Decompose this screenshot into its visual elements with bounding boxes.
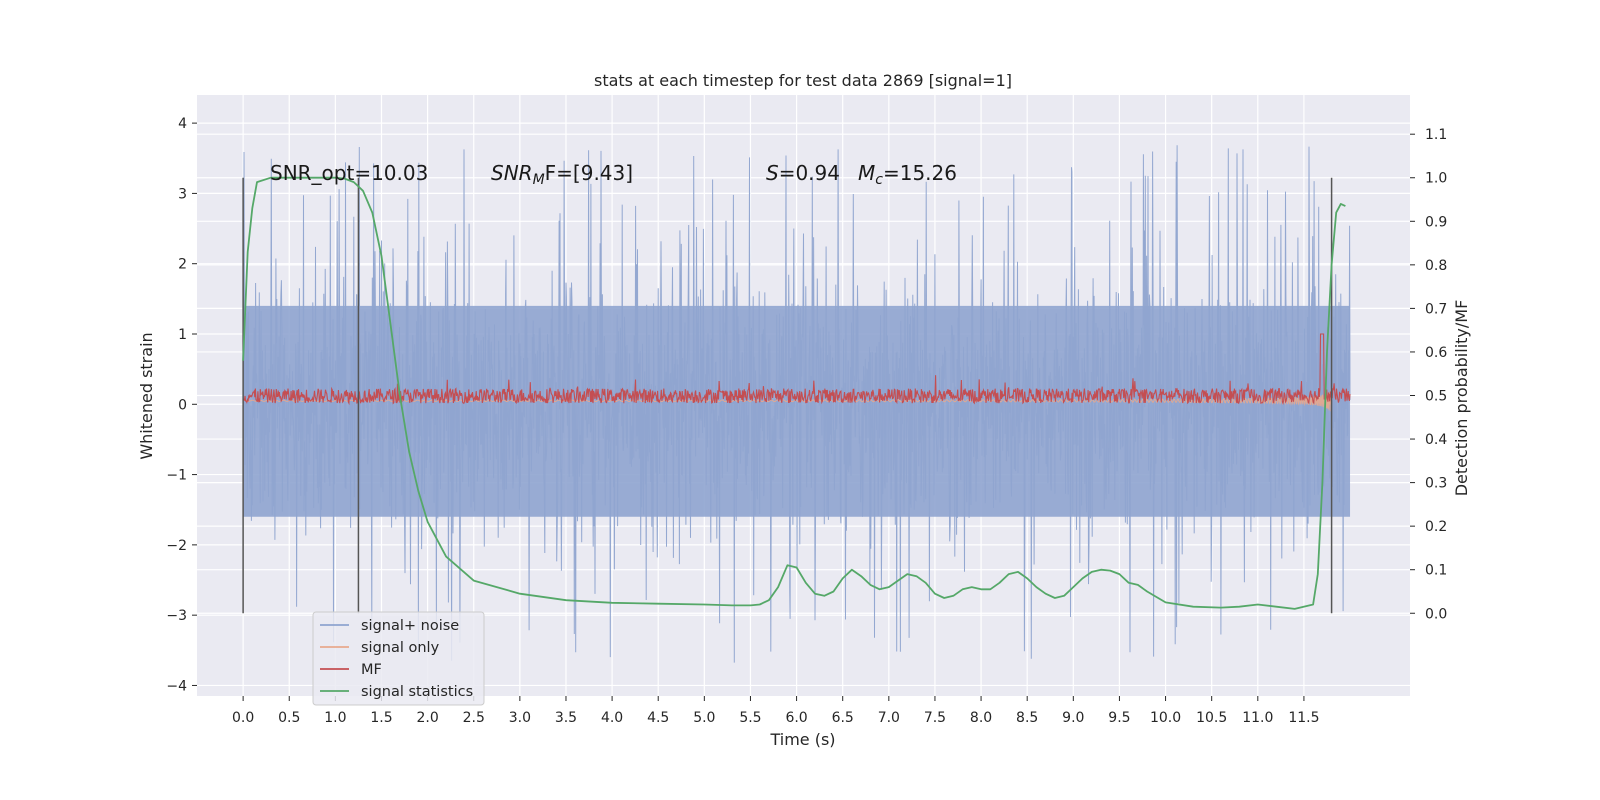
y-right-tick-label: 0.8 — [1425, 258, 1447, 274]
signal-only-series — [242, 388, 1333, 414]
y-left-tick-label: 3 — [178, 186, 187, 202]
y-right-tick-label: 0.2 — [1425, 519, 1447, 535]
signal-statistics-line — [242, 176, 1346, 610]
x-tick-label: 5.0 — [693, 710, 715, 726]
y-left-tick-label: 2 — [178, 257, 187, 273]
x-tick-label: 8.0 — [970, 710, 992, 726]
x-tick-label: 1.5 — [370, 710, 392, 726]
x-axis-label: Time (s) — [769, 730, 835, 749]
y-right-tick-label: 0.9 — [1425, 214, 1447, 230]
y-right-tick-label: 1.1 — [1425, 127, 1447, 143]
y-left-tick-label: 0 — [178, 397, 187, 413]
x-tick-label: 7.5 — [924, 710, 946, 726]
x-tick-label: 10.5 — [1196, 710, 1227, 726]
x-tick-label: 0.0 — [232, 710, 254, 726]
y-right-tick-label: 0.4 — [1425, 432, 1447, 448]
signal-only-line — [242, 388, 1333, 414]
signal-statistics-series — [242, 176, 1346, 610]
x-tick-label: 2.5 — [463, 710, 485, 726]
legend-box — [312, 611, 485, 706]
y-right-tick-label: 0.1 — [1425, 563, 1447, 579]
y-left-tick-label: −2 — [166, 538, 187, 554]
y-left-tick-label: 1 — [178, 327, 187, 343]
x-tick-label: 6.0 — [785, 710, 807, 726]
annotation-snr-mf: SNRMF=[9.43] — [491, 161, 633, 188]
legend-label-signal-statistics: signal statistics — [361, 684, 473, 700]
x-tick-label: 4.0 — [601, 710, 623, 726]
x-tick-label: 8.5 — [1016, 710, 1038, 726]
y-left-tick-label: −1 — [166, 468, 187, 484]
x-tick-label: 5.5 — [739, 710, 761, 726]
x-tick-label: 9.5 — [1108, 710, 1130, 726]
x-tick-label: 11.5 — [1288, 710, 1319, 726]
legend: signal+ noise signal only MF signal stat… — [312, 611, 485, 706]
annotations: SNR_opt=10.03 SNRMF=[9.43] S=0.94 Mc=15.… — [270, 161, 957, 188]
vertical-markers — [242, 177, 1333, 614]
x-tick-label: 6.5 — [832, 710, 854, 726]
y-axis-label-left: Whitened strain — [137, 332, 156, 459]
legend-label-signal-plus-noise: signal+ noise — [361, 618, 459, 634]
y-left-tick-label: −4 — [166, 678, 187, 694]
annotation-s: S=0.94 — [766, 161, 840, 185]
legend-label-signal-only: signal only — [361, 640, 440, 656]
y-right-tick-label: 0.3 — [1425, 476, 1447, 492]
mf-series — [242, 333, 1351, 406]
y-right-tick-label: 0.7 — [1425, 301, 1447, 317]
x-tick-label: 0.5 — [278, 710, 300, 726]
mf-line — [242, 333, 1351, 406]
x-tick-label: 3.5 — [555, 710, 577, 726]
axes: 0.0 0.5 1.0 1.5 2.0 2.5 3.0 3.5 4.0 4.5 5.0 5.5 6.0 6… — [166, 116, 1447, 726]
chart-title: stats at each timestep for test data 286… — [594, 71, 1012, 90]
x-tick-label: 9.0 — [1062, 710, 1084, 726]
x-tick-label: 3.0 — [509, 710, 531, 726]
y-right-tick-label: 0.5 — [1425, 389, 1447, 405]
y-right-tick-label: 0.6 — [1425, 345, 1447, 361]
x-tick-label: 2.0 — [416, 710, 438, 726]
signal-plus-noise-band — [243, 305, 1351, 517]
y-left-tick-label: 4 — [178, 116, 187, 132]
y-right-tick-label: 0.0 — [1425, 606, 1447, 622]
x-tick-label: 4.5 — [647, 710, 669, 726]
y-axis-label-right: Detection probability/MF — [1452, 300, 1471, 497]
y-right-tick-label: 1.0 — [1425, 171, 1447, 187]
x-tick-label: 7.0 — [878, 710, 900, 726]
annotation-snr-opt: SNR_opt=10.03 — [270, 161, 428, 185]
annotation-mc: Mc=15.26 — [858, 161, 957, 188]
x-tick-label: 11.0 — [1242, 710, 1273, 726]
legend-label-mf: MF — [361, 662, 382, 678]
signal-plus-noise-series — [242, 145, 1351, 663]
y-left-tick-label: −3 — [166, 608, 187, 624]
x-tick-label: 1.0 — [324, 710, 346, 726]
x-tick-label: 10.0 — [1150, 710, 1181, 726]
